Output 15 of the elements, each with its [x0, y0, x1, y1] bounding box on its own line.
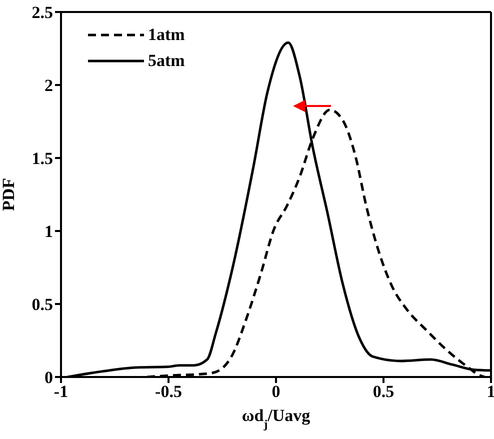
y-tick-label: 2.5	[32, 3, 53, 22]
x-tick-label: -1	[54, 382, 68, 402]
x-tick-label: 0	[272, 382, 280, 402]
y-axis-title: PDF	[0, 178, 18, 212]
y-tick-label: 2	[44, 76, 53, 96]
legend-label: 5atm	[148, 51, 185, 71]
x-axis-title: ωd$_{j}$/Uavg	[242, 406, 311, 431]
y-tick-label: 1.5	[32, 149, 53, 168]
legend-label: 1atm	[148, 25, 185, 45]
x-tick-label: 1	[486, 382, 494, 402]
x-tick-label: -0.5	[155, 382, 182, 402]
x-tick-label: 0.5	[372, 382, 394, 402]
y-tick-label: 0.5	[32, 295, 53, 314]
y-tick-label: 0	[44, 368, 53, 388]
y-tick-label: 1	[44, 222, 53, 242]
